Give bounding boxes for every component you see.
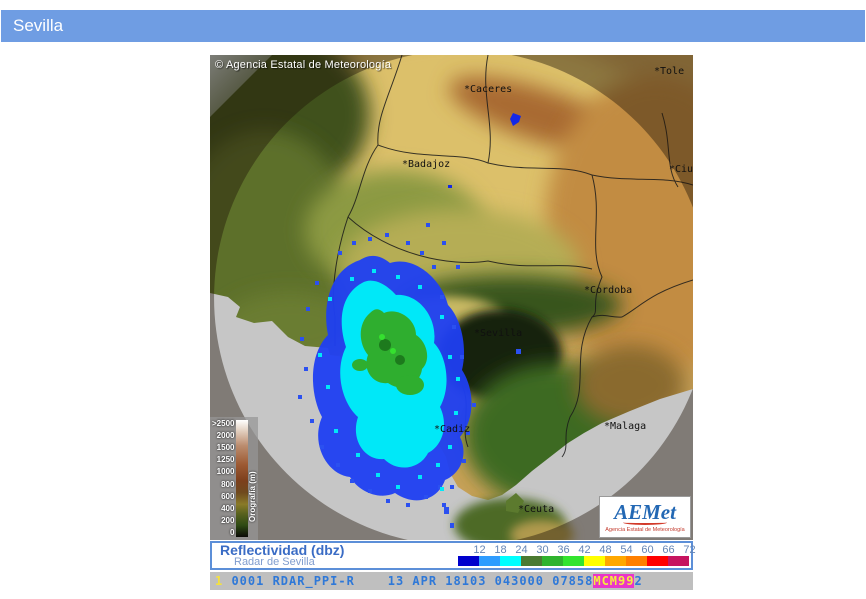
city-label-ciudad-real: *Ciu <box>669 164 693 175</box>
elevation-tick: 1000 <box>216 467 235 477</box>
page-header: Sevilla <box>1 10 865 42</box>
reflectivity-color-cell <box>479 556 500 566</box>
aemet-logo-swoosh-icon <box>623 520 667 525</box>
sea-layer <box>210 293 693 540</box>
city-label-toledo: *Tole <box>654 66 684 77</box>
city-label-cadiz: *Cadiz <box>434 424 470 435</box>
aemet-logo: AEMet Agencia Estatal de Meteorología <box>599 496 691 538</box>
reflectivity-value: 18 <box>494 544 507 556</box>
elevation-tick: >2500 <box>212 419 235 428</box>
corner-shade <box>210 55 272 117</box>
elevation-tick: 600 <box>221 491 235 501</box>
radar-name-label: Radar de Sevilla <box>234 556 315 568</box>
elevation-legend-title: Orografía (m) <box>248 471 258 522</box>
city-label-caceres: *Caceres <box>464 84 512 95</box>
reflectivity-color-cell <box>584 556 605 566</box>
status-bar: 1 0001 RDAR_PPI-R 13 APR 18103 043000 07… <box>210 572 693 590</box>
radar-range-vignette <box>210 55 693 540</box>
radar-map-image: *Tole *Caceres *Ciu *Badajoz *Cordoba *S… <box>210 55 693 540</box>
status-prefix: 1 <box>215 574 224 588</box>
page-title: Sevilla <box>13 16 64 35</box>
reflectivity-value: 54 <box>620 544 633 556</box>
status-highlight: MCM99 <box>593 574 635 588</box>
elevation-gradient-bar <box>236 420 249 537</box>
reflectivity-color-cell <box>605 556 626 566</box>
reflectivity-color-cell <box>500 556 521 566</box>
reflectivity-value: 48 <box>599 544 612 556</box>
elevation-tick: 2000 <box>216 431 235 441</box>
reflectivity-color-cell <box>626 556 647 566</box>
reflectivity-color-cell <box>647 556 668 566</box>
elevation-ticks: >2500 2000 1500 1250 1000 800 600 400 200 0 <box>212 420 236 537</box>
radar-map-svg: *Tole *Caceres *Ciu *Badajoz *Cordoba *S… <box>210 55 693 540</box>
reflectivity-color-cell <box>668 556 689 566</box>
elevation-tick: 200 <box>221 515 235 525</box>
aemet-logo-text: AEMet <box>614 499 676 524</box>
city-label-malaga: *Malaga <box>604 421 646 432</box>
reflectivity-values-row: 12 18 24 30 36 42 48 54 60 66 72 <box>469 544 700 556</box>
elevation-tick: 1500 <box>216 443 235 453</box>
reflectivity-title: Reflectividad (dbz) <box>220 542 345 558</box>
copyright-text: © Agencia Estatal de Meteorología <box>215 59 392 71</box>
city-label-badajoz: *Badajoz <box>402 159 450 170</box>
elevation-tick: 800 <box>221 479 235 489</box>
reflectivity-value: 36 <box>557 544 570 556</box>
radar-panel: *Tole *Caceres *Ciu *Badajoz *Cordoba *S… <box>210 55 696 590</box>
city-label-ceuta: *Ceuta <box>518 504 554 515</box>
reflectivity-value: 72 <box>683 544 696 556</box>
reflectivity-color-cell <box>521 556 542 566</box>
reflectivity-value: 60 <box>641 544 654 556</box>
aemet-logo-subtext: Agencia Estatal de Meteorología <box>605 526 685 533</box>
city-label-sevilla: *Sevilla <box>474 328 522 339</box>
city-labels: *Tole *Caceres *Ciu *Badajoz *Cordoba *S… <box>402 66 693 515</box>
reflectivity-value: 42 <box>578 544 591 556</box>
reflectivity-value: 24 <box>515 544 528 556</box>
elevation-tick: 1250 <box>216 455 235 465</box>
reflectivity-color-cell <box>542 556 563 566</box>
reflectivity-color-cell <box>458 556 479 566</box>
water-bodies <box>448 113 521 188</box>
status-main: 0001 RDAR_PPI-R 13 APR 18103 043000 0785… <box>223 574 594 588</box>
reflectivity-value: 30 <box>536 544 549 556</box>
precipitation-layer <box>298 223 521 528</box>
reflectivity-color-cell <box>563 556 584 566</box>
reflectivity-legend: Reflectividad (dbz) Radar de Sevilla 12 1… <box>210 541 696 570</box>
reflectivity-color-bar <box>458 556 689 566</box>
elevation-tick: 400 <box>221 503 235 513</box>
elevation-legend: >2500 2000 1500 1250 1000 800 600 400 200 0 Orogr… <box>210 417 258 540</box>
city-label-cordoba: *Cordoba <box>584 285 632 296</box>
reflectivity-value: 12 <box>473 544 486 556</box>
status-tail: 2 <box>634 574 643 588</box>
reflectivity-value: 66 <box>662 544 675 556</box>
elevation-tick: 0 <box>230 527 235 537</box>
